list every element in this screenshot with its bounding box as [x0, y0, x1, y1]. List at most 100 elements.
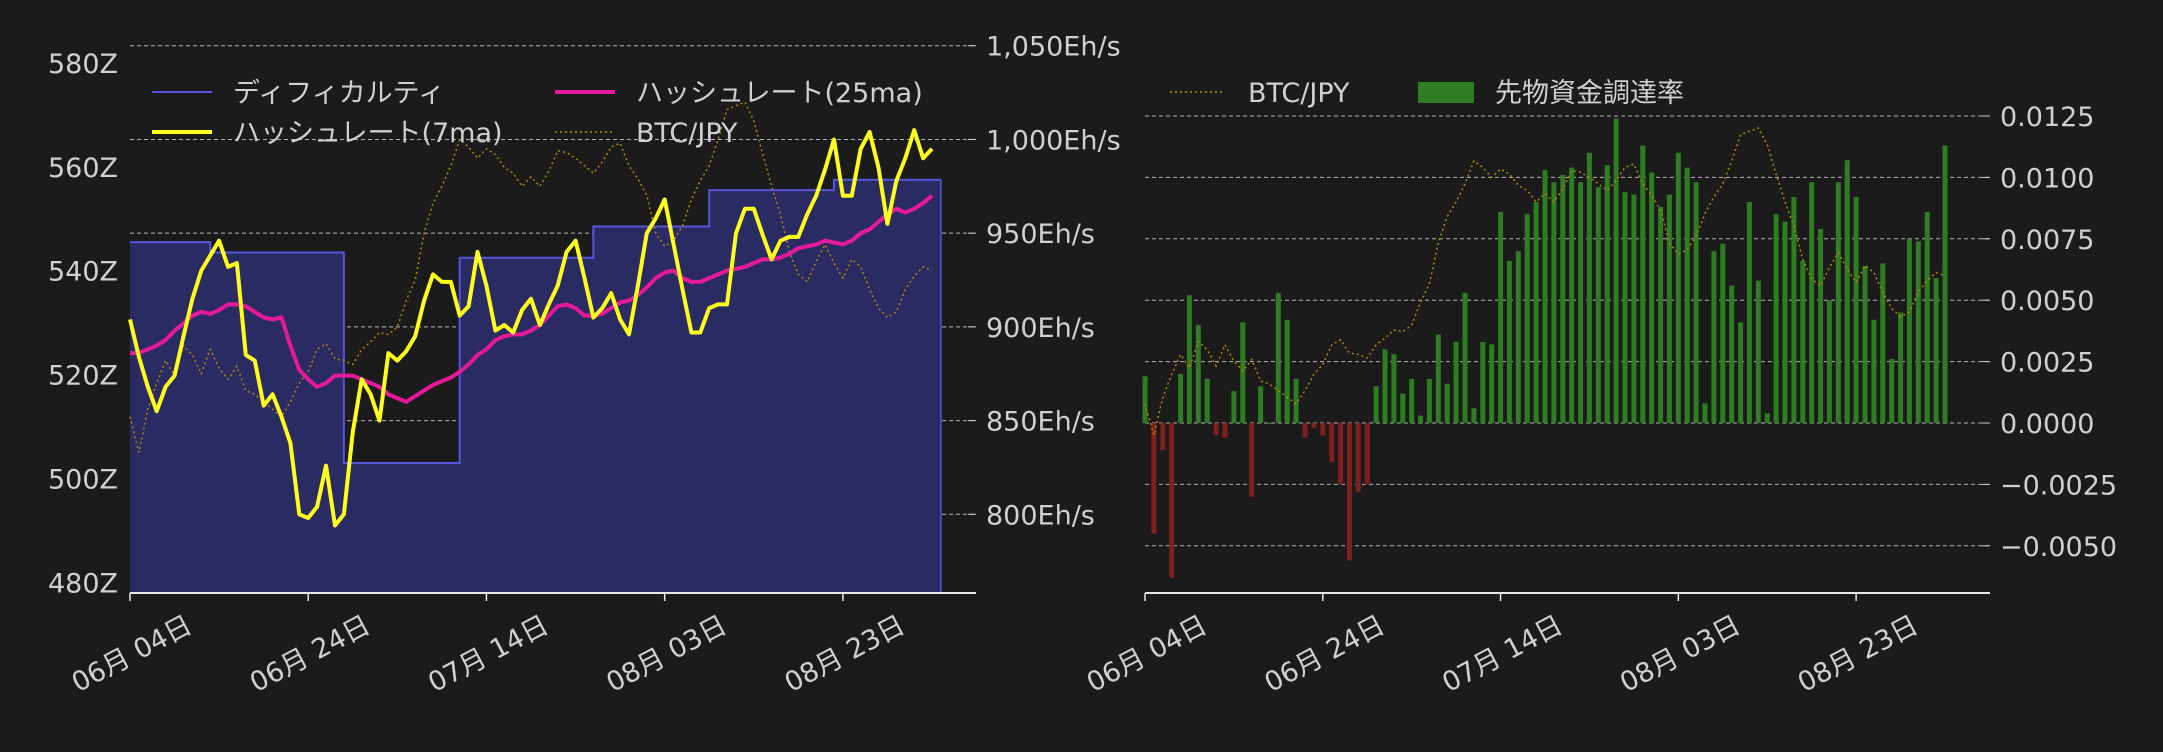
funding-rate-bar: [1151, 423, 1157, 534]
funding-rate-bar: [1453, 342, 1459, 423]
funding-rate-bar: [1631, 194, 1637, 423]
funding-rate-bar: [1586, 152, 1592, 424]
funding-rate-bar: [1169, 423, 1175, 578]
difficulty-line: [130, 178, 941, 465]
funding-rate-bar: [1293, 378, 1299, 423]
right-btc-jpy-series: [1144, 127, 1946, 439]
left-y-tick-label: 480Z: [48, 569, 118, 600]
funding-rate-bar: [1853, 197, 1859, 423]
funding-rate-bar: [1880, 263, 1886, 423]
funding-rate-bar: [1702, 403, 1708, 423]
funding-rate-bar: [1942, 145, 1948, 423]
funding-rate-bar: [1560, 174, 1566, 423]
funding-rate-bar: [1835, 182, 1841, 423]
funding-rate-bar: [1409, 378, 1415, 423]
funding-rate-bar: [1471, 408, 1477, 423]
hashrate-25ma-line: [130, 194, 934, 404]
funding-rate-bar: [1355, 423, 1361, 492]
funding-rate-bar: [1195, 324, 1201, 423]
legend-label-hashrate-25ma: ハッシュレート(25ma): [636, 78, 923, 109]
funding-rate-bar: [1578, 182, 1584, 423]
btc-jpy-series: [129, 101, 933, 453]
funding-rate-bar: [1658, 206, 1664, 423]
funding-rate-bar: [1862, 265, 1868, 423]
funding-rate-bar: [1809, 182, 1815, 423]
right-y-tick-label: 0.0000: [2000, 409, 2094, 440]
funding-rate-bar: [1222, 423, 1228, 438]
funding-rate-bar: [1800, 260, 1806, 423]
funding-rate-bar: [1302, 423, 1308, 438]
funding-rate-bar: [1506, 260, 1512, 423]
funding-rate-bar: [1711, 251, 1717, 423]
funding-rate-bar: [1791, 197, 1797, 423]
right-y-tick-label: 800Eh/s: [986, 500, 1095, 531]
funding-rate-bar: [1640, 145, 1646, 423]
funding-rate-bar: [1266, 423, 1272, 424]
right-y-tick-label: 0.0050: [2000, 286, 2094, 317]
right-y-tick-label: 850Eh/s: [986, 407, 1095, 438]
legend-label-btc-jpy-right: BTC/JPY: [1248, 78, 1350, 109]
funding-rate-bar: [1186, 295, 1192, 423]
funding-rate-bar: [1622, 192, 1628, 423]
difficulty-area: [130, 179, 941, 593]
left-y-tick-label: 500Z: [48, 465, 118, 496]
funding-rate-bar: [1604, 165, 1610, 423]
funding-rate-bar: [1418, 415, 1424, 423]
right-y-tick-label: −0.0025: [2000, 470, 2117, 501]
funding-rate-bar: [1515, 251, 1521, 423]
btc-jpy-line: [129, 101, 933, 453]
legend-swatch-funding-rate: [1418, 82, 1474, 103]
funding-rate-bar: [1889, 359, 1895, 423]
funding-rate-bar: [1551, 182, 1557, 423]
funding-rate-bar: [1569, 167, 1575, 423]
funding-rate-bar: [1693, 182, 1699, 423]
funding-rate-bar: [1346, 423, 1352, 561]
funding-rate-bar: [1649, 172, 1655, 423]
right-legend: BTC/JPY 先物資金調達率: [1170, 78, 1684, 109]
difficulty-series: [130, 178, 942, 593]
funding-rate-bar: [1844, 160, 1850, 423]
left-legend: ディフィカルティ ハッシュレート(25ma) ハッシュレート(7ma) BTC/…: [152, 78, 923, 149]
right-y-tick-label: 0.0075: [2000, 225, 2094, 256]
funding-rate-bar: [1924, 211, 1930, 423]
funding-rate-bar: [1720, 243, 1726, 423]
funding-rate-bar: [1462, 292, 1468, 423]
funding-rate-bar: [1204, 378, 1210, 423]
funding-rate-bar: [1898, 312, 1904, 423]
right-y-tick-label: 1,050Eh/s: [986, 32, 1121, 63]
right-y-tick-label: 900Eh/s: [986, 313, 1095, 344]
funding-rate-bar: [1782, 221, 1788, 423]
funding-rate-bar: [1258, 386, 1264, 423]
funding-rate-bar: [1489, 344, 1495, 423]
funding-rate-bar: [1933, 278, 1939, 423]
funding-rate-bar: [1364, 423, 1370, 485]
funding-rate-bar: [1284, 319, 1290, 423]
funding-rate-bar: [1533, 202, 1539, 423]
legend-label-difficulty: ディフィカルティ: [233, 78, 445, 109]
funding-rate-bar: [1595, 187, 1601, 423]
funding-rate-bars: [1142, 118, 1948, 578]
funding-rate-bar: [1444, 383, 1450, 423]
funding-rate-bar: [1240, 322, 1246, 423]
funding-rate-bar: [1160, 423, 1166, 450]
funding-rate-bar: [1684, 167, 1690, 423]
funding-rate-bar: [1613, 118, 1619, 423]
funding-rate-bar: [1249, 423, 1255, 497]
funding-rate-bar: [1906, 238, 1912, 423]
right-y-tick-label: 0.0125: [2000, 102, 2094, 133]
funding-rate-bar: [1542, 170, 1548, 423]
funding-rate-bar: [1746, 202, 1752, 423]
funding-rate-bar: [1915, 241, 1921, 423]
funding-rate-bar: [1773, 214, 1779, 423]
funding-rate-bar: [1426, 378, 1432, 423]
funding-rate-bar: [1373, 386, 1379, 423]
btc-jpy-line-right: [1144, 127, 1946, 439]
hashrate-7ma-line: [128, 128, 934, 528]
funding-rate-bar: [1818, 229, 1824, 423]
funding-rate-bar: [1213, 423, 1219, 436]
funding-rate-bar: [1498, 211, 1504, 423]
left-y-tick-label: 540Z: [48, 257, 118, 288]
legend-label-hashrate-7ma: ハッシュレート(7ma): [233, 118, 503, 149]
